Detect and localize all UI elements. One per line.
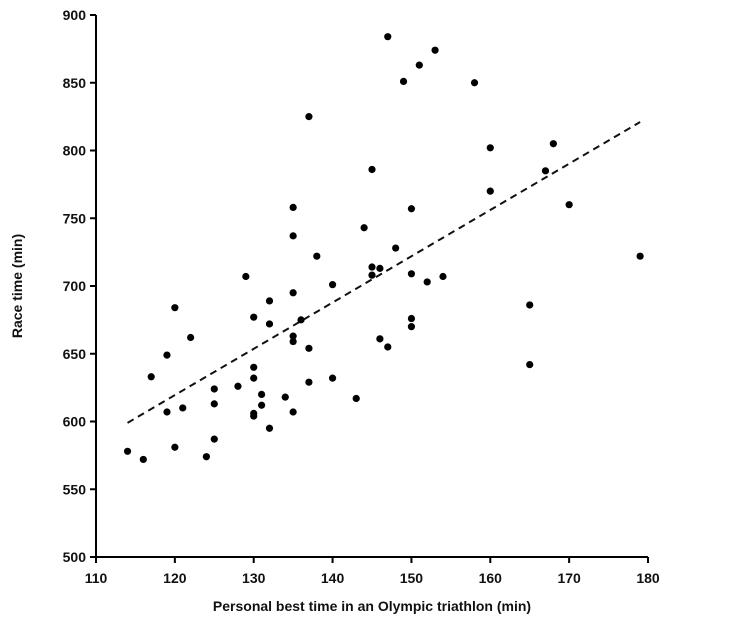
data-point [289,337,297,346]
data-point [526,360,534,369]
data-point [439,272,447,281]
data-points [123,33,644,464]
y-tick-label: 550 [63,481,87,497]
y-tick-label: 500 [63,549,87,565]
x-axis-ticks: 110 120 130 140 150 160 170 180 [85,557,660,586]
x-tick-label: 140 [321,570,345,586]
y-tick-label: 900 [63,7,87,23]
data-point [163,408,171,416]
axes [95,15,648,558]
x-tick-label: 130 [242,570,266,586]
x-tick-label: 170 [557,570,581,586]
data-point [289,203,297,212]
data-point [352,394,360,403]
data-point [407,323,416,331]
data-point [328,281,337,289]
y-tick-label: 800 [63,143,87,159]
data-point [242,272,250,281]
data-point [384,33,392,41]
data-point [431,46,439,54]
data-point [289,408,297,416]
data-point [281,393,289,401]
data-point [234,382,242,390]
y-tick-label: 700 [63,278,87,294]
data-point [258,390,266,398]
x-tick-label: 180 [636,570,660,586]
data-point [210,385,218,393]
data-point [265,297,274,305]
data-point [415,61,423,69]
data-point [486,187,494,195]
data-point [305,378,313,386]
data-point [187,333,195,342]
data-point [368,263,376,271]
data-point [265,320,274,328]
data-point [470,79,479,87]
data-point [526,301,534,309]
data-point [407,314,416,323]
data-point [289,289,297,297]
data-point [541,167,550,175]
data-point [636,252,644,260]
data-point [250,374,258,382]
x-axis-title: Personal best time in an Olympic triathl… [213,598,531,614]
x-tick-label: 110 [85,570,108,586]
data-point [376,264,384,272]
data-point [171,304,179,312]
y-tick-label: 600 [63,414,87,430]
data-point [250,412,258,420]
data-point [313,252,321,260]
data-point [486,144,494,152]
data-point [258,401,266,409]
y-tick-label: 850 [63,75,87,91]
data-point [289,232,297,240]
data-point [565,201,573,209]
data-point [179,404,187,412]
data-point [328,374,337,382]
data-point [297,316,305,324]
y-tick-label: 650 [63,346,87,362]
data-point [147,373,155,381]
data-point [265,424,274,432]
data-point [250,313,258,321]
trend-line [127,121,641,424]
data-point [368,271,376,279]
data-point [123,447,132,455]
data-point [210,435,218,443]
y-axis-title: Race time (min) [9,234,25,338]
x-tick-label: 160 [479,570,503,586]
data-point [399,77,408,85]
data-point [202,453,210,461]
data-point [407,205,416,213]
data-point [423,278,431,286]
data-point [210,400,218,408]
data-point [171,443,179,451]
data-point [368,165,376,174]
data-point [163,351,171,359]
data-point [392,244,400,252]
data-point [376,335,384,343]
x-tick-label: 120 [163,570,187,586]
data-point [139,455,147,464]
x-tick-label: 150 [400,570,424,586]
data-point [549,140,557,148]
y-axis-ticks: 500 550 600 650 700 750 800 850 900 [63,7,96,565]
data-point [407,270,416,278]
data-point [384,343,392,351]
data-point [305,113,313,121]
data-point [250,363,258,371]
data-point [360,224,368,232]
data-point [305,344,313,352]
y-tick-label: 750 [63,210,87,226]
data-point [289,332,297,340]
